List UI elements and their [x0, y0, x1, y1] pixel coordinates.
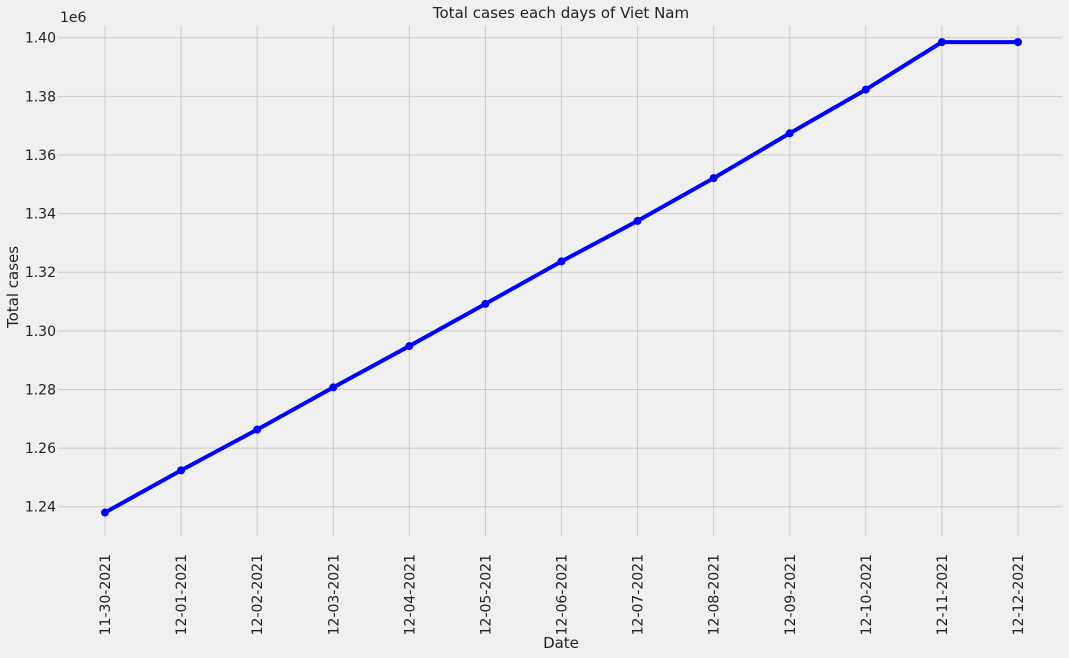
grid	[58, 26, 1062, 536]
x-tick-label: 12-06-2021	[555, 554, 571, 635]
data-point	[329, 383, 338, 392]
y-axis-title: Total cases	[4, 246, 22, 329]
x-tick-label: 12-07-2021	[631, 554, 647, 635]
data-point	[177, 466, 186, 475]
x-tick-label: 12-05-2021	[478, 554, 494, 635]
y-offset-label: 1e6	[60, 10, 87, 26]
y-tick-label: 1.32	[25, 265, 56, 281]
y-tick-label: 1.28	[25, 382, 56, 398]
data-point	[101, 508, 109, 517]
data-point	[405, 342, 414, 351]
x-tick-label: 11-30-2021	[98, 554, 114, 635]
x-axis: 11-30-2021 12-01-2021 12-02-2021 12-03-2021…	[98, 554, 1027, 635]
x-tick-label: 12-01-2021	[174, 554, 190, 635]
y-tick-label: 1.36	[25, 148, 56, 164]
y-tick-label: 1.30	[25, 324, 56, 340]
x-tick-label: 12-02-2021	[250, 554, 266, 635]
data-point	[557, 257, 566, 266]
data-point	[253, 425, 262, 434]
x-tick-label: 12-11-2021	[935, 554, 951, 635]
y-tick-label: 1.34	[25, 207, 56, 223]
data-point	[481, 299, 490, 308]
y-tick-label: 1.24	[25, 500, 56, 516]
data-point	[785, 129, 794, 138]
y-tick-label: 1.40	[25, 31, 56, 47]
x-tick-label: 12-12-2021	[1011, 554, 1027, 635]
x-tick-label: 12-04-2021	[402, 554, 418, 635]
data-point	[1014, 38, 1022, 47]
y-axis: 1.24 1.26 1.28 1.30 1.32 1.34 1.36 1.38 1.40	[25, 31, 56, 516]
x-axis-title: Date	[543, 634, 579, 652]
x-tick-label: 12-03-2021	[326, 554, 342, 635]
data-point	[709, 174, 718, 183]
y-tick-label: 1.26	[25, 441, 56, 457]
data-point	[633, 216, 642, 225]
y-tick-label: 1.38	[25, 89, 56, 105]
data-point	[937, 38, 946, 47]
x-tick-label: 12-09-2021	[783, 554, 799, 635]
data-point	[861, 85, 870, 94]
chart-title: Total cases each days of Viet Nam	[432, 4, 689, 22]
x-tick-label: 12-10-2021	[859, 554, 875, 635]
series-layer	[101, 38, 1022, 517]
x-tick-label: 12-08-2021	[707, 554, 723, 635]
